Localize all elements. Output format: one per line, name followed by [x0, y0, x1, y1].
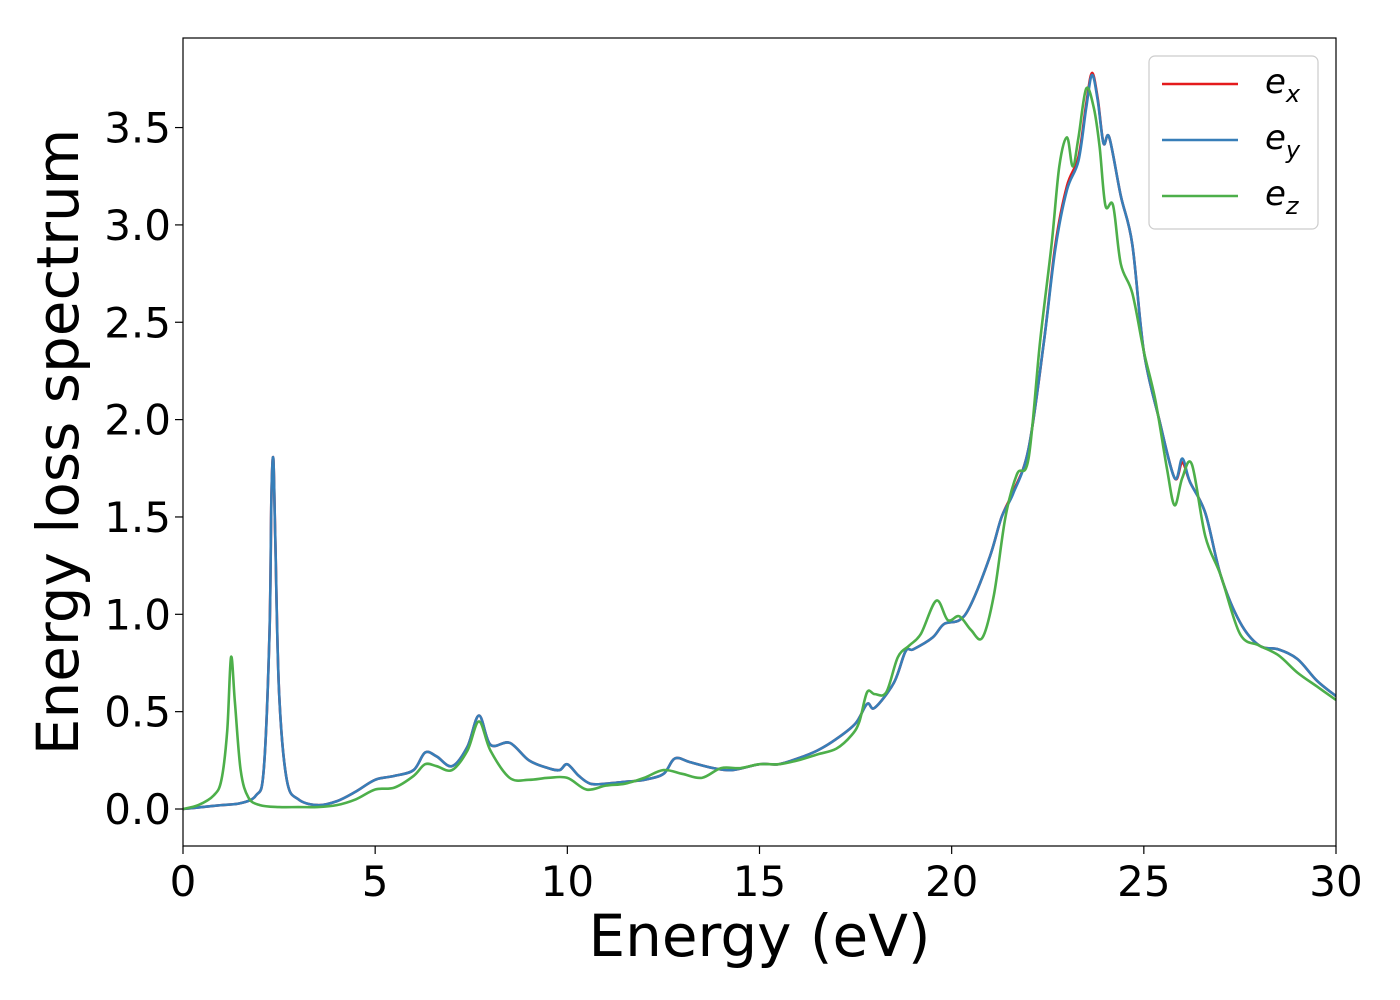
series-line-z: [183, 86, 1336, 811]
y-axis-title: Energy loss spectrum: [24, 129, 92, 755]
x-tick-label: 20: [925, 857, 978, 906]
x-tick-label: 0: [170, 857, 197, 906]
x-axis: 0 5 10 15 20 25 30: [170, 846, 1363, 906]
legend: ex ey ez: [1148, 55, 1319, 230]
y-tick-label: 1.0: [104, 590, 171, 639]
y-tick-label: 0.0: [104, 785, 171, 834]
x-tick-label: 25: [1117, 857, 1170, 906]
x-tick-label: 15: [733, 857, 786, 906]
x-tick-label: 5: [362, 857, 389, 906]
legend-label-x: ex: [1265, 62, 1301, 108]
series-layer: [183, 71, 1336, 811]
y-tick-label: 3.0: [104, 201, 171, 250]
x-tick-label: 10: [541, 857, 594, 906]
legend-label-y: ey: [1265, 118, 1301, 164]
y-tick-label: 0.5: [104, 688, 171, 737]
y-tick-label: 3.5: [104, 104, 171, 153]
legend-label-z: ez: [1265, 174, 1300, 220]
x-tick-label: 30: [1309, 857, 1362, 906]
legend-box: [1148, 55, 1319, 230]
y-axis: 0.0 0.5 1.0 1.5 2.0 2.5 3.0 3.5: [104, 104, 183, 834]
y-tick-label: 1.5: [104, 493, 171, 542]
y-tick-label: 2.5: [104, 298, 171, 347]
y-tick-label: 2.0: [104, 396, 171, 445]
x-axis-title: Energy (eV): [588, 902, 930, 970]
